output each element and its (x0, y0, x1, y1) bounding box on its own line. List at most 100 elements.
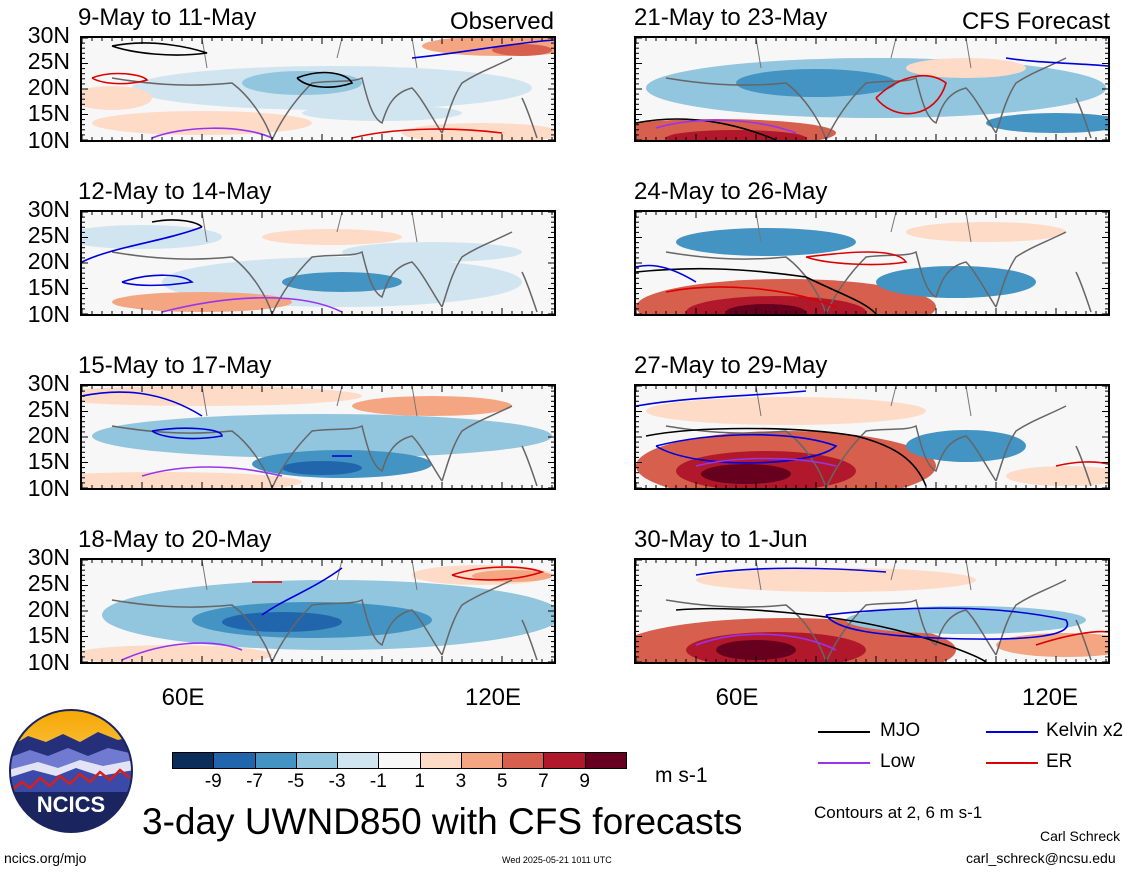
legend-low-label: Low (880, 751, 915, 772)
footer-email: carl_schreck@ncsu.edu (966, 850, 1116, 866)
panel-title-right-4: 30-May to 1-Jun (634, 526, 808, 553)
panel-title-left-2: 12-May to 14-May (78, 178, 272, 205)
wind-anomaly-shading (82, 645, 272, 662)
panel-title-right-1: 21-May to 23-May (634, 4, 828, 31)
panel-title-left-1: 9-May to 11-May (78, 4, 257, 31)
wind-anomaly-shading (701, 464, 791, 484)
border-lines (755, 38, 972, 69)
wave-contour (82, 226, 203, 263)
wave-contour (675, 607, 987, 662)
colorbar-swatch (378, 752, 421, 769)
footer-timestamp: Wed 2025-05-21 1011 UTC (502, 855, 612, 865)
wind-anomaly-shading (282, 461, 362, 475)
colorbar-swatch (584, 752, 627, 769)
lat-label-30n-row4: 30N (27, 544, 70, 570)
lat-label-30n-row1: 30N (27, 22, 70, 48)
colorbar (172, 752, 627, 769)
lat-label-10n-row2: 10N (27, 301, 70, 327)
colorbar-swatch (295, 752, 339, 769)
wave-contour (636, 118, 777, 140)
coastline (111, 579, 538, 662)
wind-anomaly-shading (92, 414, 552, 458)
legend-low-line (818, 762, 870, 764)
wind-anomaly-shading (92, 111, 312, 135)
coastline (111, 57, 538, 140)
wave-contour (111, 42, 208, 56)
wind-anomaly-shading (282, 272, 402, 292)
colorbar-tick-label: 9 (579, 771, 590, 792)
lat-label-15n-row4: 15N (27, 622, 70, 648)
map-panel-right-1 (634, 36, 1110, 142)
lat-label-10n-row4: 10N (27, 649, 70, 675)
lat-label-20n-row3: 20N (27, 422, 70, 448)
legend-er-label: ER (1046, 751, 1073, 772)
lat-label-30n-row2: 30N (27, 196, 70, 222)
map-panel-left-2 (80, 210, 556, 316)
logo-text: NCICS (37, 792, 105, 817)
map-panel-left-1 (80, 36, 556, 142)
wave-contour (141, 466, 283, 477)
colorbar-tick-label: -1 (369, 771, 387, 792)
wind-anomaly-shading (242, 71, 362, 95)
wave-contour (655, 119, 797, 134)
wind-anomaly-shading (82, 225, 222, 249)
wind-anomaly-shading (472, 570, 552, 582)
coastline (665, 231, 1092, 314)
border-lines (201, 386, 418, 417)
wind-anomaly-shading (112, 292, 292, 312)
wave-contour (695, 633, 837, 651)
wind-anomaly-shading (986, 113, 1108, 133)
lat-label-15n-row1: 15N (27, 100, 70, 126)
map-panel-right-2 (634, 210, 1110, 316)
colorbar-tick-label: 3 (455, 771, 467, 792)
border-lines (201, 212, 418, 243)
lat-label-20n-row1: 20N (27, 74, 70, 100)
wave-contour (645, 427, 927, 487)
footer-url: ncics.org/mjo (4, 850, 87, 866)
legend-mjo-label: MJO (880, 720, 921, 741)
colorbar-swatch (172, 752, 215, 769)
panel-title-right-3: 27-May to 29-May (634, 352, 828, 379)
wave-contour (451, 566, 545, 581)
lat-label-10n-row1: 10N (27, 127, 70, 153)
lat-label-20n-row2: 20N (27, 248, 70, 274)
wind-anomaly-shading (352, 396, 512, 416)
colorbar-tick-label: 7 (538, 771, 549, 792)
wave-contour (825, 607, 1069, 640)
border-lines (755, 386, 972, 417)
panel-title-left-4: 18-May to 20-May (78, 526, 272, 553)
wave-contour (151, 427, 223, 440)
map-panel-left-3 (80, 384, 556, 490)
wave-contour (121, 274, 194, 287)
coastline (111, 231, 538, 314)
wind-anomaly-shading (222, 612, 342, 632)
wave-contour (655, 433, 838, 464)
colorbar-tick-label: -3 (328, 771, 346, 792)
lat-label-25n-row2: 25N (27, 222, 70, 248)
lat-label-25n-row4: 25N (27, 570, 70, 596)
wind-anomaly-shading (82, 472, 302, 488)
wave-contour (161, 296, 343, 313)
colorbar-swatch (502, 752, 545, 769)
legend-er-line (986, 762, 1038, 764)
lat-label-15n-row2: 15N (27, 274, 70, 300)
wave-contour (261, 567, 343, 616)
wave-contour (1055, 461, 1108, 467)
coastline (665, 405, 1092, 488)
wave-contour (151, 127, 273, 139)
footer-author: Carl Schreck (1040, 828, 1121, 844)
wind-anomaly-shading (696, 568, 976, 592)
wind-anomaly-shading (876, 266, 1036, 298)
wind-anomaly-shading (906, 222, 1066, 242)
main-title: 3-day UWND850 with CFS forecasts (142, 801, 743, 842)
colorbar-swatch (460, 752, 504, 769)
coastline (111, 405, 538, 488)
lat-label-25n-row3: 25N (27, 396, 70, 422)
legend-kelvin-label: Kelvin x2 (1046, 720, 1124, 741)
coastline (665, 57, 1092, 140)
wave-contour (82, 391, 203, 417)
wave-contour (875, 75, 947, 115)
cfs-forecast-label: CFS Forecast (961, 8, 1110, 35)
wind-anomaly-shading (82, 86, 152, 110)
wind-anomaly-shading (906, 430, 1026, 462)
